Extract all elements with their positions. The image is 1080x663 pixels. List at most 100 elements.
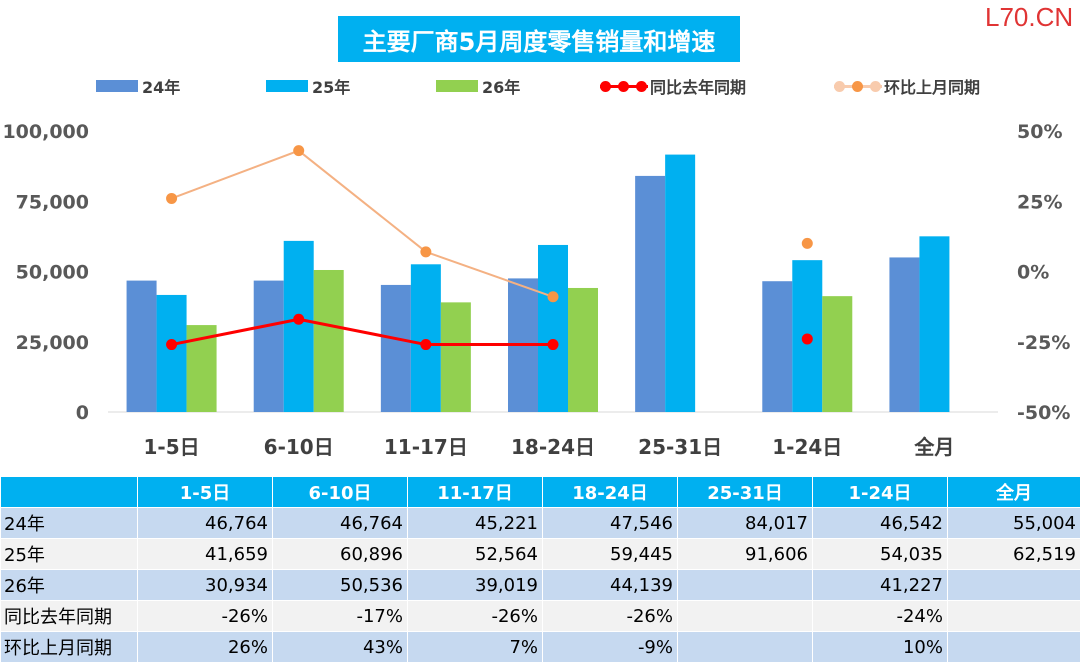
- table-header-cell: 1-24日: [813, 477, 948, 508]
- line-point: [293, 145, 304, 156]
- table-cell: 54,035: [813, 539, 948, 570]
- bar: [127, 281, 157, 412]
- line-point: [802, 333, 813, 344]
- table-cell: [948, 632, 1080, 663]
- table-cell: -24%: [813, 601, 948, 632]
- line-point: [802, 238, 813, 249]
- table-cell: 84,017: [678, 508, 813, 539]
- line-point: [420, 246, 431, 257]
- table-cell: 47,546: [543, 508, 678, 539]
- table-row: 25年 41,659 60,896 52,564 59,445 91,606 5…: [1, 539, 1080, 570]
- legend-swatch-26: [436, 80, 478, 92]
- table-cell: 39,019: [408, 570, 543, 601]
- table-cell: [948, 601, 1080, 632]
- table-row: 26年 30,934 50,536 39,019 44,139 41,227: [1, 570, 1080, 601]
- line-point: [548, 339, 559, 350]
- bar: [157, 295, 187, 412]
- bar: [381, 285, 411, 412]
- table-cell: 59,445: [543, 539, 678, 570]
- table-row-label: 环比上月同期: [1, 632, 138, 663]
- bar: [665, 155, 695, 412]
- table-cell: 41,659: [138, 539, 273, 570]
- line-point: [548, 291, 559, 302]
- x-tick-label: 18-24日: [511, 435, 595, 459]
- legend-label-26: 26年: [482, 74, 520, 98]
- table-cell: -9%: [543, 632, 678, 663]
- table-header-cell: [1, 477, 138, 508]
- y-left-tick-label: 75,000: [16, 191, 89, 213]
- bar: [919, 236, 949, 412]
- table-cell: 50,536: [273, 570, 408, 601]
- legend-label-25: 25年: [312, 74, 350, 98]
- table-row: 24年 46,764 46,764 45,221 47,546 84,017 4…: [1, 508, 1080, 539]
- table-row: 环比上月同期 26% 43% 7% -9% 10%: [1, 632, 1080, 663]
- table-cell: -26%: [408, 601, 543, 632]
- y-right-tick-label: 0%: [1017, 262, 1049, 284]
- table-cell: 10%: [813, 632, 948, 663]
- line-point: [420, 339, 431, 350]
- line-point: [293, 314, 304, 325]
- table-cell: 46,542: [813, 508, 948, 539]
- table-header-cell: 25-31日: [678, 477, 813, 508]
- table-cell: 55,004: [948, 508, 1080, 539]
- legend-item-26: 26年: [436, 72, 520, 100]
- table-cell: 7%: [408, 632, 543, 663]
- series-line: [172, 319, 553, 344]
- y-right-tick-label: 50%: [1017, 121, 1062, 143]
- table-cell: 41,227: [813, 570, 948, 601]
- x-tick-label: 25-31日: [638, 435, 722, 459]
- table-cell: 44,139: [543, 570, 678, 601]
- bar: [889, 257, 919, 412]
- table-cell: 46,764: [138, 508, 273, 539]
- table-row-label: 同比去年同期: [1, 601, 138, 632]
- table-cell: -26%: [543, 601, 678, 632]
- line-point: [166, 193, 177, 204]
- data-table: 1-5日 6-10日 11-17日 18-24日 25-31日 1-24日 全月…: [0, 476, 1080, 663]
- table-row-label: 26年: [1, 570, 138, 601]
- y-right-tick-label: 25%: [1017, 191, 1062, 213]
- bar: [284, 241, 314, 412]
- x-tick-label: 1-5日: [144, 435, 200, 459]
- table-header-cell: 6-10日: [273, 477, 408, 508]
- bar: [822, 296, 852, 412]
- table-cell: -26%: [138, 601, 273, 632]
- table-cell: [678, 632, 813, 663]
- table-cell: [678, 570, 813, 601]
- x-tick-label: 全月: [913, 435, 954, 459]
- table-cell: 43%: [273, 632, 408, 663]
- x-tick-label: 11-17日: [384, 435, 468, 459]
- table-cell: 30,934: [138, 570, 273, 601]
- bar: [762, 281, 792, 412]
- legend-label-mom: 环比上月同期: [884, 74, 980, 98]
- watermark: L70.CN: [985, 2, 1073, 33]
- legend: 24年 25年 26年 同比去年同期 环比上: [0, 72, 1080, 100]
- bar: [314, 270, 344, 412]
- y-left-tick-label: 0: [76, 402, 89, 424]
- table-cell: -17%: [273, 601, 408, 632]
- legend-item-mom: 环比上月同期: [834, 72, 980, 100]
- legend-item-yoy: 同比去年同期: [600, 72, 746, 100]
- bar: [568, 288, 598, 412]
- bar: [254, 281, 284, 412]
- bar: [538, 245, 568, 412]
- table-cell: [948, 570, 1080, 601]
- legend-swatch-yoy: [600, 80, 648, 92]
- table-cell: 45,221: [408, 508, 543, 539]
- legend-swatch-25: [266, 80, 308, 92]
- series-line: [172, 151, 553, 297]
- table-header-cell: 11-17日: [408, 477, 543, 508]
- legend-item-24: 24年: [96, 72, 180, 100]
- bar: [441, 302, 471, 412]
- table-cell: 26%: [138, 632, 273, 663]
- table-header-cell: 全月: [948, 477, 1080, 508]
- legend-label-24: 24年: [142, 74, 180, 98]
- table-cell: 60,896: [273, 539, 408, 570]
- table-cell: 91,606: [678, 539, 813, 570]
- y-left-tick-label: 25,000: [16, 332, 89, 354]
- table-header-cell: 1-5日: [138, 477, 273, 508]
- legend-item-25: 25年: [266, 72, 350, 100]
- x-tick-label: 6-10日: [264, 435, 334, 459]
- table-cell: 52,564: [408, 539, 543, 570]
- bar: [635, 176, 665, 412]
